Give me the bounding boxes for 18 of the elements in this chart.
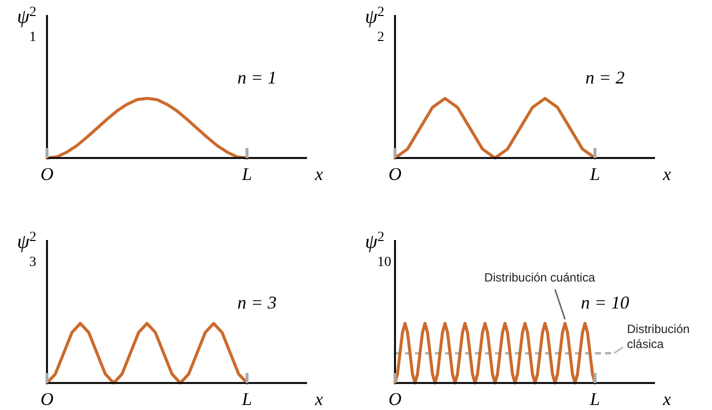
x-axis-title: x	[314, 389, 323, 409]
x-tick-label: L	[240, 389, 252, 409]
x-tick-label: L	[240, 164, 252, 184]
x-axis-title: x	[662, 164, 671, 184]
text: n = 1	[237, 68, 277, 88]
x-tick-label: L	[588, 389, 600, 409]
x-tick-label: O	[388, 164, 402, 184]
text: n = 3	[237, 292, 277, 313]
x-tick-label: L	[588, 164, 600, 184]
x-axis-title: x	[662, 389, 671, 409]
text: Distribución cuántica	[484, 270, 596, 284]
x-tick-label: O	[40, 164, 54, 184]
text: n = 2	[585, 68, 625, 88]
ref-line-label: Distribución clásica	[627, 322, 690, 352]
x-axis-title: x	[314, 164, 323, 184]
x-tick-label: O	[40, 389, 54, 409]
x-tick-label: O	[388, 389, 402, 409]
text: n = 10	[580, 292, 630, 313]
